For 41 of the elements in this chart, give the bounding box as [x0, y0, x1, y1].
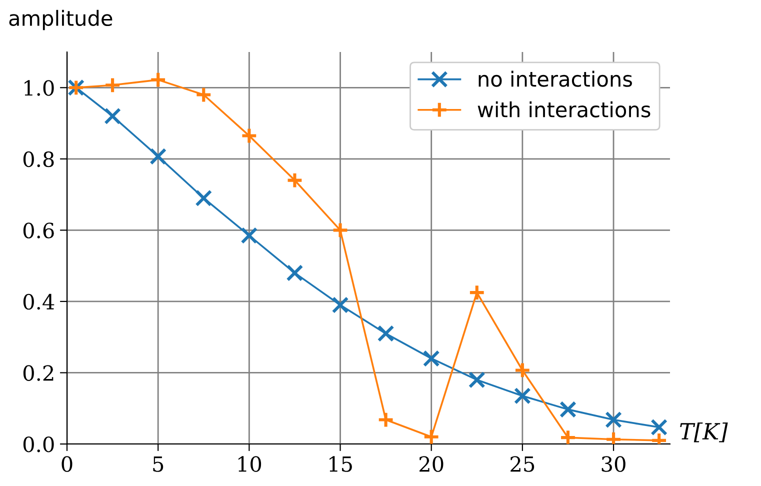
x-tick-label: 10 — [238, 456, 262, 472]
point — [650, 418, 668, 436]
point — [332, 222, 349, 239]
point — [468, 371, 486, 388]
y-tick-label: 0.8 — [23, 151, 54, 168]
x-tick-label: 0 — [62, 456, 72, 472]
point — [286, 264, 304, 282]
legend-label: with interactions — [478, 101, 650, 118]
point — [377, 411, 394, 428]
point — [150, 148, 167, 165]
x-tick-label: 15 — [330, 456, 352, 472]
point — [286, 172, 304, 189]
y-tick-label: 0.0 — [23, 436, 54, 452]
point — [104, 76, 122, 94]
point — [468, 284, 486, 302]
y-tick-label: 1.0 — [24, 80, 54, 96]
x-tick-label: 5 — [153, 456, 164, 472]
y-tick-label: 0.2 — [23, 365, 54, 381]
point — [605, 411, 622, 428]
x-tick-label: 20 — [420, 456, 444, 472]
point — [422, 350, 440, 367]
x-axis-title: T[K] — [680, 422, 728, 442]
point — [240, 227, 258, 244]
legend-label: no interactions — [478, 70, 632, 87]
point — [514, 362, 531, 379]
point — [514, 387, 531, 404]
point — [195, 190, 212, 207]
point — [150, 71, 167, 88]
y-tick-label: 0.4 — [23, 294, 54, 310]
point — [377, 325, 394, 342]
point — [560, 400, 576, 418]
x-tick-label: 25 — [510, 456, 534, 472]
y-tick-label: 0.6 — [23, 222, 54, 238]
point — [195, 86, 212, 104]
point — [422, 428, 440, 444]
y-axis-title: amplitude — [9, 10, 112, 30]
point — [240, 127, 258, 144]
point — [560, 429, 576, 444]
point — [332, 296, 349, 314]
point — [104, 108, 122, 125]
x-tick-label: 30 — [602, 456, 626, 472]
